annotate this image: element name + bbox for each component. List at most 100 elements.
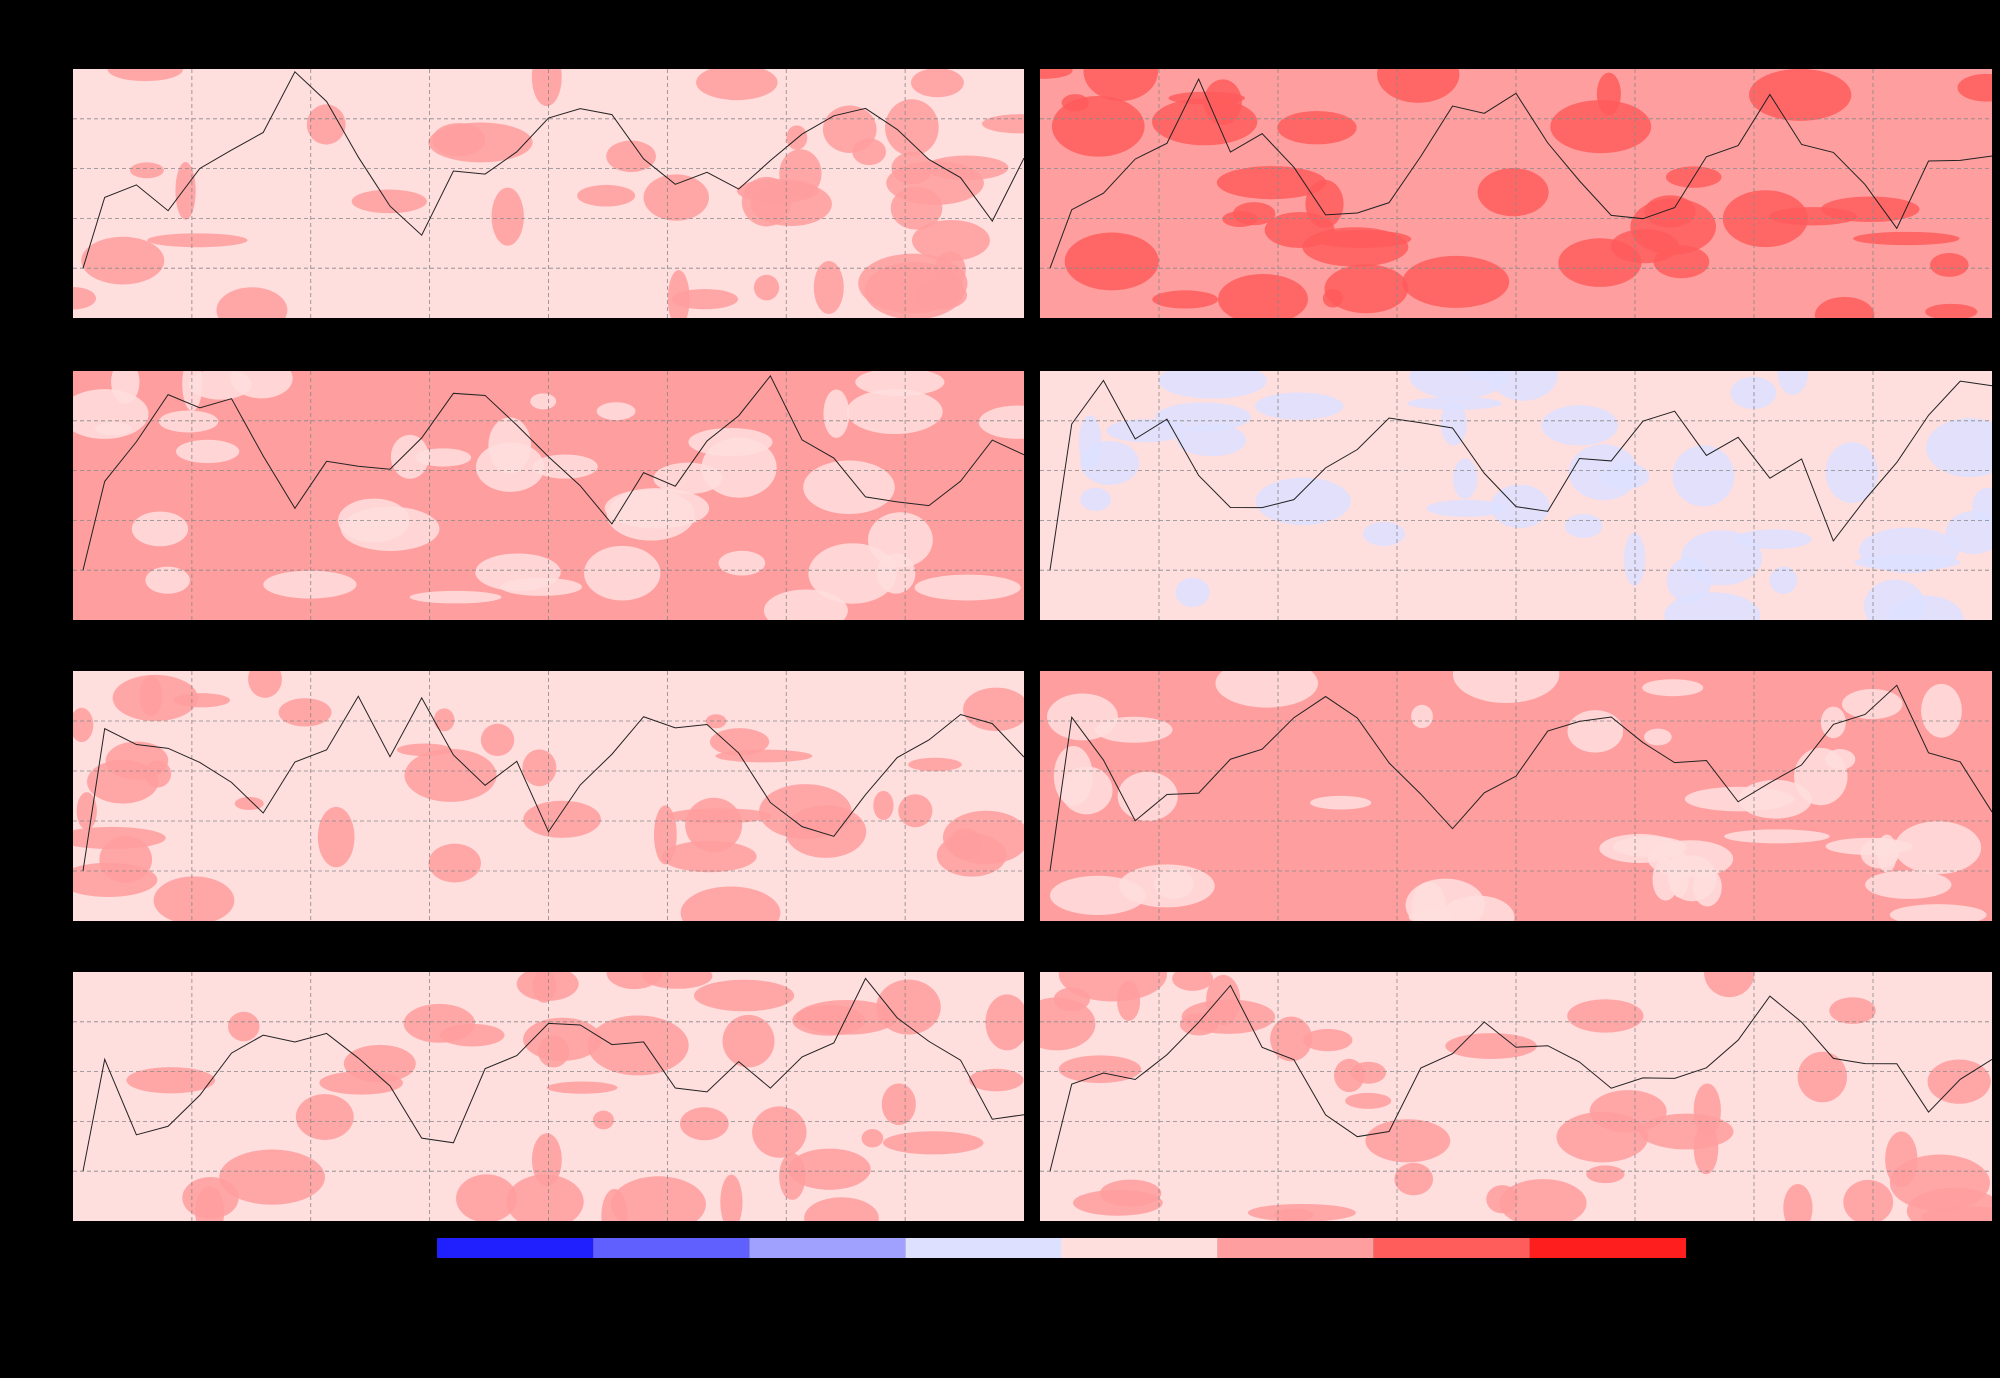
panel-content [1040,972,1992,1221]
anomaly-patch [610,1176,706,1221]
colorbar-segment [1529,1238,1686,1258]
anomaly-patch [1921,683,1962,738]
anomaly-patch [898,794,933,828]
anomaly-patch [145,566,190,594]
anomaly-patch [219,1149,325,1205]
anomaly-patch [861,1129,884,1148]
anomaly-patch [1040,69,1073,79]
anomaly-patch [1499,1179,1587,1221]
anomaly-patch [491,187,524,246]
anomaly-patch [1550,100,1652,154]
anomaly-patch [1972,487,1992,524]
anomaly-patch [1680,530,1763,586]
anomaly-patch [1865,870,1952,899]
anomaly-patch [433,708,455,732]
anomaly-patch [73,862,158,897]
anomaly-patch [1889,904,1987,921]
anomaly-patch [803,460,895,514]
anomaly-patch [1925,303,1978,318]
anomaly-patch [1411,881,1447,921]
anomaly-patch [1394,1162,1434,1196]
anomaly-patch [1255,477,1351,526]
anomaly-patch [351,189,427,214]
anomaly-patch [911,220,990,261]
anomaly-patch [1568,444,1639,501]
anomaly-patch [1040,997,1096,1051]
panel-content [73,671,1024,921]
anomaly-patch [403,1003,476,1043]
anomaly-patch [1377,69,1460,103]
anomaly-patch [1730,376,1777,410]
anomaly-patch [1277,110,1357,145]
anomaly-patch [696,69,778,101]
anomaly-patch [1564,513,1603,539]
anomaly-patch [596,402,636,421]
anomaly-patch [1684,786,1795,812]
anomaly-patch [720,1174,743,1221]
panel-content [73,371,1024,620]
panel-content [73,69,1024,318]
anomaly-patch [1322,289,1343,308]
anomaly-patch [278,698,332,727]
anomaly-patch [158,410,219,433]
anomaly-patch [693,979,795,1012]
anomaly-patch [1858,527,1959,574]
anomaly-patch [147,233,248,248]
anomaly-patch [530,393,557,410]
anomaly-patch [1887,595,1964,620]
anomaly-patch [1175,577,1210,608]
map-panel [1040,69,1992,318]
anomaly-patch [606,140,656,173]
anomaly-patch [1489,371,1558,401]
anomaly-patch [1925,418,1992,478]
anomaly-patch [1853,231,1960,246]
anomaly-patch [317,806,355,868]
anomaly-patch [105,741,169,780]
anomaly-patch [1724,829,1830,844]
anomaly-patch [1596,72,1621,116]
anomaly-patch [1064,232,1159,291]
anomaly-patch [1829,997,1876,1025]
anomaly-patch [753,274,780,301]
anomaly-patch [779,149,822,198]
anomaly-patch [1049,875,1146,915]
anomaly-patch [1599,834,1680,863]
anomaly-patch [94,422,133,436]
anomaly-patch [131,511,189,547]
anomaly-patch [1722,190,1808,248]
anomaly-patch [319,1071,403,1095]
anomaly-patch [1152,290,1219,309]
anomaly-patch [1440,401,1467,446]
anomaly-patch [1411,704,1433,729]
anomaly-patch [263,570,357,599]
anomaly-patch [1117,980,1141,1021]
panel-content [1040,371,1992,620]
map-panel [73,371,1024,620]
coastline [1049,77,1992,269]
anomaly-patch [823,389,850,438]
anomaly-patch [1047,693,1118,741]
map-panel [1040,671,1992,921]
coastline [1049,684,1992,872]
anomaly-patch [1885,1131,1918,1188]
anomaly-patch [195,1186,225,1221]
anomaly-patch [914,574,1021,601]
anomaly-patch [891,152,933,185]
anomaly-patch [1945,510,1992,555]
anomaly-patch [1842,689,1903,720]
anomaly-patch [340,506,440,551]
anomaly-patch [1876,834,1897,873]
anomaly-patch [1273,1208,1314,1221]
anomaly-patch [643,174,709,221]
anomaly-patch [1769,566,1798,594]
anomaly-patch [1692,867,1722,907]
anomaly-patch [475,442,545,492]
anomaly-patch [1152,98,1258,146]
anomaly-patch [1642,679,1704,697]
anomaly-patch [500,577,583,596]
anomaly-patch [175,162,196,220]
anomaly-patch [813,261,844,314]
anomaly-patch [216,287,288,318]
